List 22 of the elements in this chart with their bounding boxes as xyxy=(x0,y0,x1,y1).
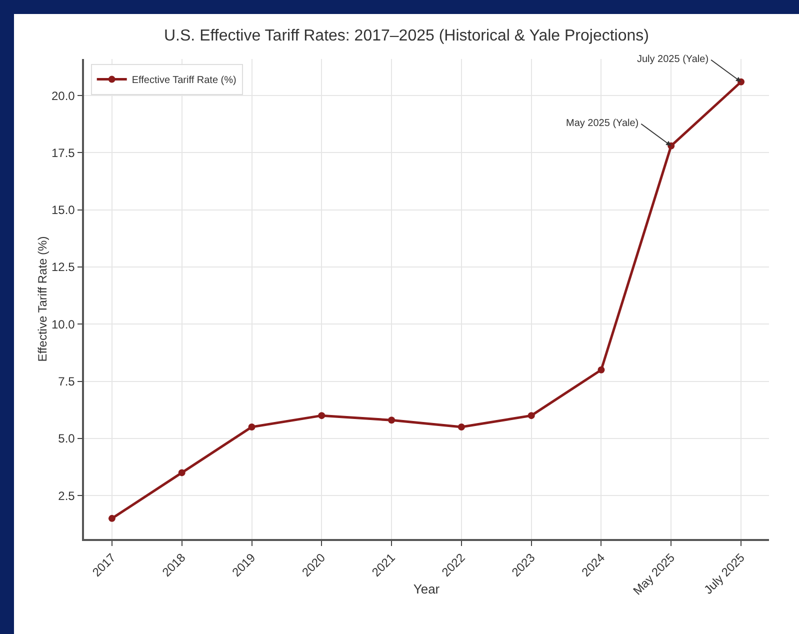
point xyxy=(108,514,116,522)
y-tick-label: 2.5 xyxy=(58,488,76,503)
y-tick-label: 10.0 xyxy=(51,317,76,332)
y-axis-title: Effective Tariff Rate (%) xyxy=(35,236,50,362)
annotation: May 2025 (Yale) xyxy=(566,118,639,129)
point xyxy=(248,424,256,430)
point xyxy=(388,416,396,424)
legend-label: Effective Tariff Rate (%) xyxy=(132,75,236,86)
annotation: July 2025 (Yale) xyxy=(637,54,709,65)
point xyxy=(458,424,465,430)
y-tick-label: 15.0 xyxy=(51,203,76,218)
y-tick-label: 12.5 xyxy=(51,260,76,274)
y-tick-label: 5.0 xyxy=(58,432,76,446)
y-tick-label: 7.5 xyxy=(58,374,76,388)
chart-title: U.S. Effective Tariff Rates: 2017–2025 (Historical & Yale Projections) xyxy=(164,28,649,45)
point xyxy=(318,412,326,420)
y-tick-label: 17.5 xyxy=(51,146,76,160)
point xyxy=(528,412,535,420)
point xyxy=(178,469,186,476)
point xyxy=(598,366,605,374)
x-axis-title: Year xyxy=(413,581,440,596)
y-tick-label: 20.0 xyxy=(51,88,76,103)
